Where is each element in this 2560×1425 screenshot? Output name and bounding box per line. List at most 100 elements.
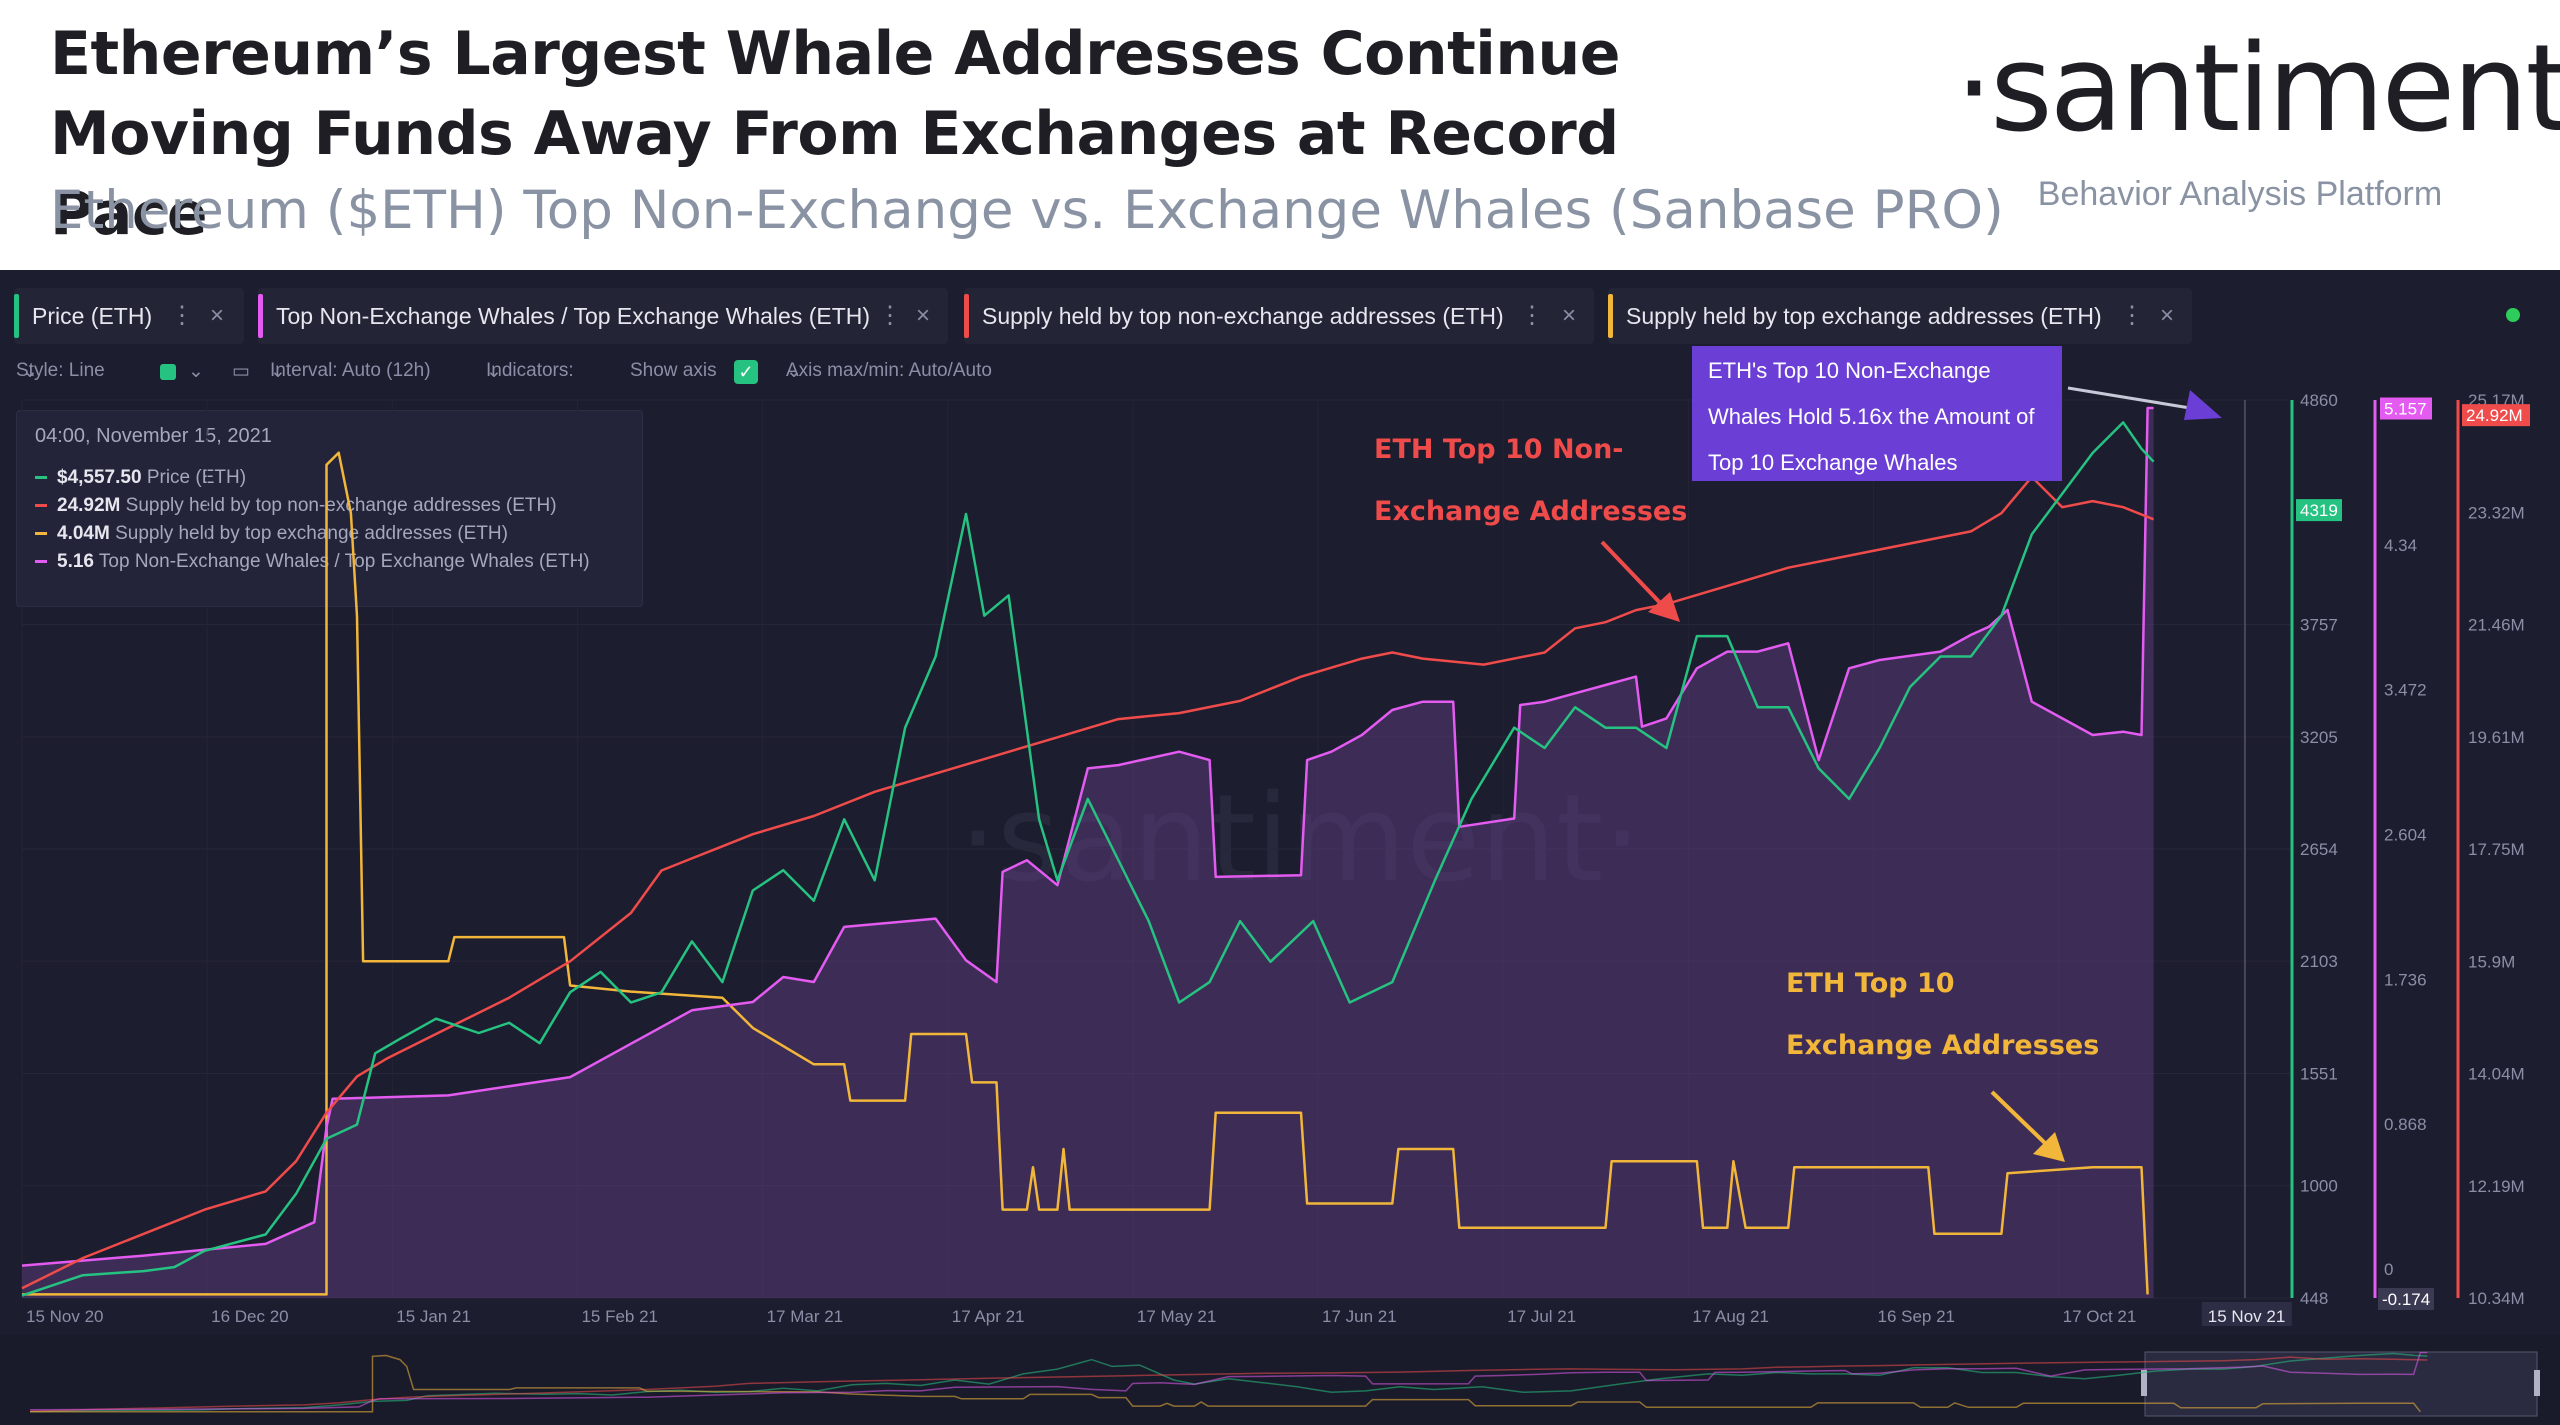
tab-label: Supply held by top exchange addresses (E… — [1626, 303, 2102, 329]
callout-arrow — [2067, 386, 2191, 410]
tab-non-exchange-supply[interactable]: Supply held by top non-exchange addresse… — [964, 288, 1594, 344]
ratio-tick-label: 0.868 — [2384, 1115, 2427, 1134]
interval-label: Interval: Auto (12h) — [270, 360, 431, 381]
more-icon[interactable]: ⋮ — [878, 302, 902, 329]
santiment-logo: ·santiment· — [1955, 20, 2560, 159]
supply-tick-label: 17.75M — [2468, 840, 2525, 859]
price-tick-label: 1000 — [2300, 1177, 2338, 1196]
callout-text: Top 10 Exchange Whales — [1708, 450, 1958, 475]
supply-tick-label: 21.46M — [2468, 616, 2525, 635]
arrow-non-exchange — [1600, 540, 1667, 610]
ratio-tick-label: 0 — [2384, 1260, 2393, 1279]
tooltip-row-non-exchange: 24.92M Supply held by top non-exchange a… — [35, 495, 557, 517]
tab-label: Top Non-Exchange Whales / Top Exchange W… — [276, 303, 871, 329]
x-tick-label: 15 Nov 21 — [2208, 1307, 2286, 1326]
show-axis-checkbox[interactable]: ✓ — [734, 360, 758, 384]
navigator-series — [29, 1356, 2428, 1413]
chevron-down-icon[interactable]: ⌄ — [188, 361, 204, 382]
x-tick-label: 16 Sep 21 — [1877, 1307, 1955, 1326]
x-tick-label: 17 May 21 — [1137, 1307, 1216, 1326]
more-icon[interactable]: ⋮ — [1520, 302, 1544, 329]
close-icon[interactable]: × — [1562, 302, 1577, 329]
tooltip-value: 4.04M — [57, 523, 110, 544]
tab-color-bar — [1608, 294, 1613, 338]
ratio-current-label: 5.157 — [2384, 400, 2427, 419]
supply-current-label: 24.92M — [2466, 406, 2523, 425]
ratio-current-badge — [2380, 397, 2432, 420]
tooltip-value: $4,557.50 — [57, 467, 142, 488]
tooltip-row-ratio: 5.16 Top Non-Exchange Whales / Top Excha… — [35, 551, 590, 573]
navigator-handle-right[interactable] — [2534, 1370, 2540, 1396]
arrow-exchange — [1990, 1090, 2050, 1148]
price-tick-label: 1551 — [2300, 1065, 2338, 1084]
close-icon[interactable]: × — [916, 302, 931, 329]
axis-minmax-label: Axis max/min: Auto/Auto — [786, 360, 992, 381]
tooltip-label: Supply held by top non-exchange addresse… — [125, 495, 557, 516]
ratio-min-label: -0.174 — [2382, 1290, 2430, 1309]
hover-tooltip: 04:00, November 15, 2021 $4,557.50 Price… — [16, 410, 643, 607]
axis-minmax-select[interactable]: Axis max/min: Auto/Auto ⌄ — [786, 360, 992, 382]
price-tick-label: 2654 — [2300, 840, 2338, 859]
x-tick-label: 17 Mar 21 — [767, 1307, 844, 1326]
annotation-non-exchange: Exchange Addresses — [1374, 496, 1687, 527]
price-current-badge — [2296, 499, 2342, 522]
tab-color-bar — [964, 294, 969, 338]
tooltip-label: Supply held by top exchange addresses (E… — [115, 523, 508, 544]
tab-color-bar — [258, 294, 263, 338]
more-icon[interactable]: ⋮ — [2120, 302, 2144, 329]
tooltip-row-exchange: 4.04M Supply held by top exchange addres… — [35, 523, 508, 545]
price-tick-label: 3205 — [2300, 728, 2338, 747]
calendar-icon: ▭ — [232, 361, 250, 382]
chart-subtitle: Ethereum ($ETH) Top Non-Exchange vs. Exc… — [50, 180, 2004, 241]
ratio-min-badge — [2378, 1288, 2434, 1310]
indicators-label: Indicators: — [486, 360, 574, 381]
tooltip-value: 24.92M — [57, 495, 121, 516]
close-icon[interactable]: × — [210, 302, 225, 329]
color-swatch[interactable] — [160, 364, 176, 380]
chevron-down-icon: ⌄ — [22, 361, 38, 382]
x-tick-label: 15 Feb 21 — [581, 1307, 658, 1326]
x-tick-label: 17 Aug 21 — [1692, 1307, 1769, 1326]
price-tick-label: 448 — [2300, 1289, 2328, 1308]
callout-text: Whales Hold 5.16x the Amount of — [1708, 404, 2035, 429]
metric-tabs: Price (ETH) ⋮ × Top Non-Exchange Whales … — [0, 288, 2560, 344]
ratio-tick-label: 4.34 — [2384, 536, 2417, 555]
ratio-tick-label: 1.736 — [2384, 970, 2427, 989]
tab-ratio[interactable]: Top Non-Exchange Whales / Top Exchange W… — [258, 288, 948, 344]
tab-exchange-supply[interactable]: Supply held by top exchange addresses (E… — [1608, 288, 2192, 344]
series-lines — [21, 406, 2155, 1297]
x-axis: 15 Nov 20 16 Dec 20 15 Jan 21 15 Feb 21 17 M… — [26, 1302, 2292, 1326]
arrow-head — [1648, 592, 1680, 622]
navigator-series — [29, 1351, 2428, 1411]
ratio-area-fill — [22, 408, 2154, 1298]
ratio-tick-label: 3.472 — [2384, 681, 2427, 700]
tab-label: Supply held by top non-exchange addresse… — [982, 303, 1504, 329]
tooltip-row-price: $4,557.50 Price (ETH) — [35, 467, 246, 489]
interval-select[interactable]: Interval: Auto (12h) ⌄ — [270, 360, 431, 382]
callout-text: ETH's Top 10 Non-Exchange — [1708, 358, 1991, 383]
price-tick-label: 2103 — [2300, 952, 2338, 971]
x-tick-label: 15 Jan 21 — [396, 1307, 471, 1326]
callout-arrow-head — [2184, 390, 2222, 420]
annotation-exchange: ETH Top 10 — [1786, 968, 1955, 999]
navigator-bg — [0, 1335, 2560, 1425]
callout-box — [1692, 346, 2062, 481]
annotations: ETH Top 10 Non- Exchange Addresses ETH Top… — [1374, 346, 2222, 1162]
series-line-ratio — [21, 406, 2154, 1267]
style-select[interactable]: Style: Line ⌄ — [16, 360, 105, 383]
indicators-select[interactable]: Indicators: ⌄ — [486, 360, 574, 382]
annotation-non-exchange: ETH Top 10 Non- — [1374, 434, 1624, 465]
tooltip-label: Price (ETH) — [146, 467, 247, 488]
navigator-handle-left[interactable] — [2141, 1370, 2147, 1396]
close-icon[interactable]: × — [2160, 302, 2175, 329]
style-label: Style: Line — [16, 360, 105, 381]
supply-tick-label: 14.04M — [2468, 1065, 2525, 1084]
tab-color-bar — [14, 294, 19, 338]
show-axis-label: Show axis — [630, 360, 717, 381]
navigator[interactable] — [0, 1335, 2560, 1425]
tab-label: Price (ETH) — [32, 303, 153, 329]
navigator-series — [30, 1354, 2421, 1413]
more-icon[interactable]: ⋮ — [170, 302, 194, 329]
tab-price[interactable]: Price (ETH) ⋮ × — [14, 288, 244, 344]
